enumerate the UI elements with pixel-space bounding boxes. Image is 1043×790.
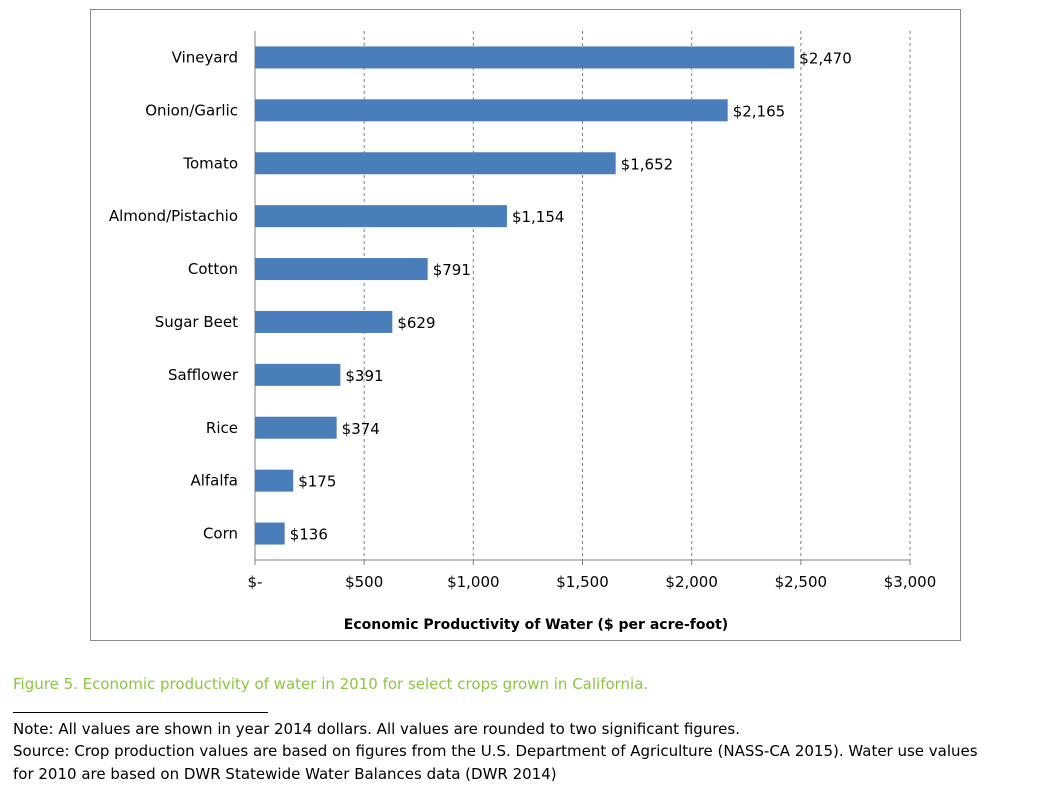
grid-lines	[363, 31, 911, 560]
bar	[255, 363, 341, 386]
bar	[255, 205, 507, 228]
category-label: Vineyard	[172, 48, 238, 66]
category-label: Cotton	[188, 260, 238, 278]
x-axis-title: Economic Productivity of Water ($ per ac…	[344, 617, 728, 633]
data-label: $1,154	[512, 208, 565, 226]
bar	[255, 522, 285, 545]
labels: $- $500 $1,000 $1,500 $2,000 $2,500 $3,000 Vine…	[109, 48, 936, 591]
category-label: Rice	[206, 419, 238, 437]
bar	[255, 469, 294, 492]
bar	[255, 99, 728, 122]
x-tick-label: $-	[248, 573, 263, 591]
x-tick-label: $1,000	[447, 573, 500, 591]
category-label: Sugar Beet	[155, 313, 238, 331]
x-tick-label: $500	[345, 573, 383, 591]
footnote-note: Note: All values are shown in year 2014 …	[13, 720, 740, 738]
data-label: $374	[342, 420, 380, 438]
data-label: $2,470	[799, 49, 852, 67]
category-label: Almond/Pistachio	[109, 207, 238, 225]
data-label: $2,165	[733, 102, 786, 120]
bar	[255, 416, 337, 439]
data-label: $136	[290, 526, 328, 544]
footnote-source-line-2: for 2010 are based on DWR Statewide Wate…	[13, 765, 557, 783]
x-tick-label: $2,500	[775, 573, 828, 591]
bar	[255, 152, 616, 175]
x-tick-label: $3,000	[884, 573, 937, 591]
category-label: Tomato	[182, 154, 238, 172]
footnote-divider	[13, 712, 268, 713]
data-label: $791	[433, 261, 471, 279]
category-label: Alfalfa	[190, 472, 238, 490]
x-tick-label: $2,000	[665, 573, 718, 591]
chart-frame: $- $500 $1,000 $1,500 $2,000 $2,500 $3,000 Vine…	[90, 9, 961, 641]
bar-chart: $- $500 $1,000 $1,500 $2,000 $2,500 $3,000 Vine…	[109, 31, 936, 633]
data-label: $175	[298, 473, 336, 491]
bar	[255, 258, 428, 281]
category-label: Onion/Garlic	[145, 101, 238, 119]
category-label: Safflower	[168, 366, 239, 384]
bars	[255, 46, 795, 545]
category-label: Corn	[203, 525, 238, 543]
bar	[255, 310, 393, 333]
footnote-source-line-1: Source: Crop production values are based…	[13, 742, 978, 760]
data-label: $629	[397, 314, 435, 332]
bar	[255, 46, 795, 69]
figure-caption: Figure 5. Economic productivity of water…	[13, 675, 649, 693]
x-tick-label: $1,500	[556, 573, 609, 591]
data-label: $391	[345, 367, 383, 385]
data-label: $1,652	[621, 155, 674, 173]
